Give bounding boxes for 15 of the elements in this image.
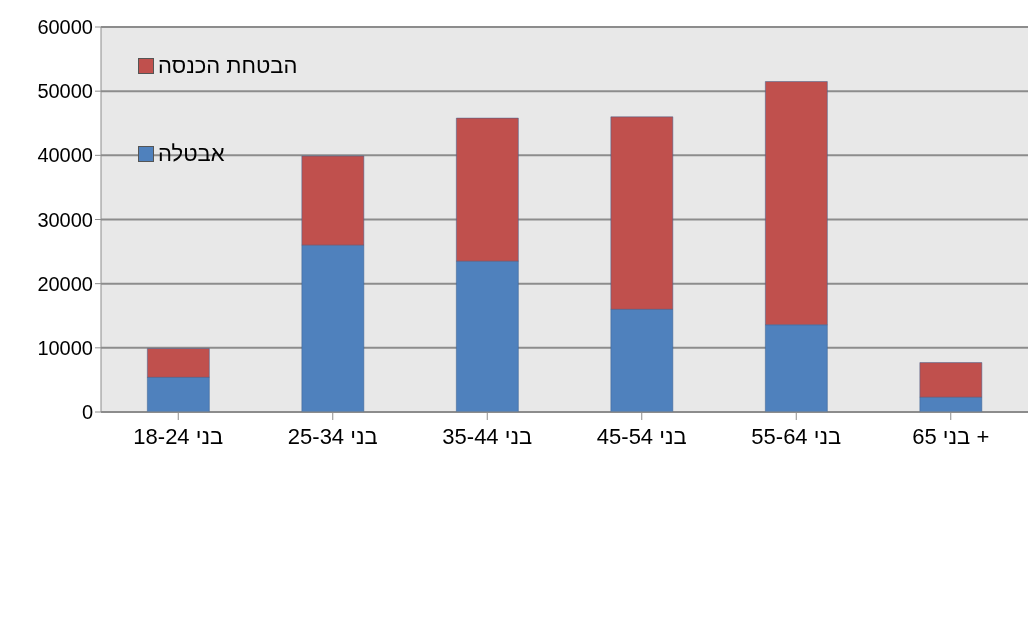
y-tick-label: 20000	[37, 272, 93, 295]
x-tick-label: בני 55-64	[751, 424, 842, 449]
x-tick-label: בני 45-54	[596, 424, 687, 449]
y-tick-label: 60000	[37, 16, 93, 39]
x-tick-label: בני 35-44	[442, 424, 533, 449]
legend-label: הבטחת הכנסה	[158, 53, 298, 79]
x-tick-label: בני 25-34	[287, 424, 378, 449]
x-tick-label: בני 18-24	[133, 424, 224, 449]
y-tick-label: 10000	[37, 336, 93, 359]
y-tick-label: 50000	[37, 80, 93, 103]
y-tick-label: 0	[81, 401, 93, 424]
x-tick-label: + בני 65	[912, 424, 990, 449]
y-tick-label: 30000	[37, 208, 93, 231]
y-tick-label: 40000	[37, 144, 93, 167]
legend-label: אבטלה	[158, 141, 225, 167]
